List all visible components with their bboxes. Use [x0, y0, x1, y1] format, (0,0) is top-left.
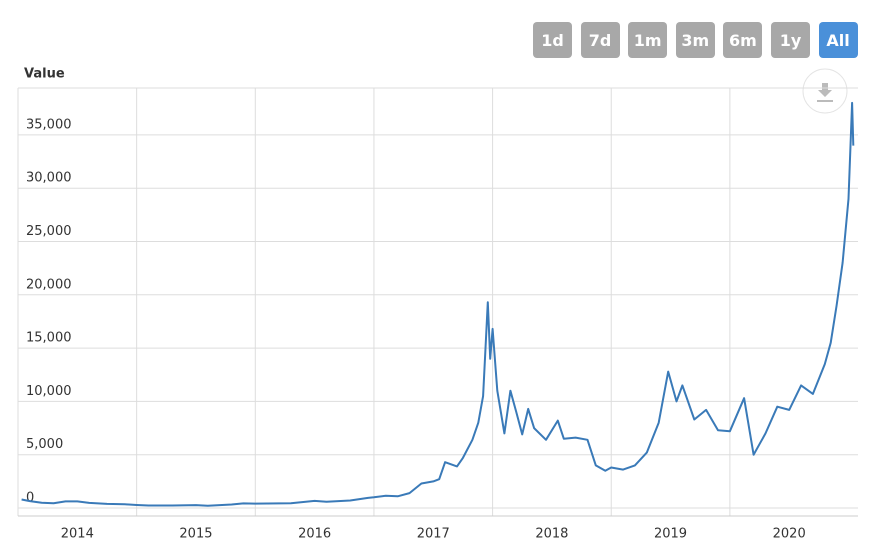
x-tick-label: 2020 [773, 527, 806, 542]
y-tick-label: 5,000 [26, 437, 63, 452]
range-button[interactable]: 1y [771, 22, 810, 58]
y-tick-label: 25,000 [26, 224, 72, 239]
x-tick-label: 2017 [417, 527, 450, 542]
x-tick-label: 2015 [179, 527, 212, 542]
range-button[interactable]: 1m [628, 22, 668, 58]
x-tick-label: 2014 [61, 527, 94, 542]
range-button[interactable]: 3m [675, 22, 715, 58]
range-button[interactable]: All [818, 22, 858, 58]
x-tick-label: 2016 [298, 527, 331, 542]
price-line [21, 101, 855, 507]
y-tick-label: 20,000 [26, 277, 72, 292]
x-tick-label: 2019 [654, 527, 687, 542]
download-button[interactable] [802, 68, 848, 114]
x-tick-label: 2018 [535, 527, 568, 542]
download-icon[interactable] [817, 83, 833, 102]
range-button[interactable]: 1d [533, 22, 572, 58]
y-tick-label: 30,000 [26, 171, 72, 186]
y-axis-label: Value [24, 67, 65, 82]
range-button[interactable]: 6m [723, 22, 763, 58]
range-button[interactable]: 7d [580, 22, 620, 58]
y-tick-label: 35,000 [26, 117, 72, 132]
y-tick-label: 0 [26, 491, 34, 506]
y-tick-label: 15,000 [26, 331, 72, 346]
y-tick-label: 10,000 [26, 384, 72, 399]
